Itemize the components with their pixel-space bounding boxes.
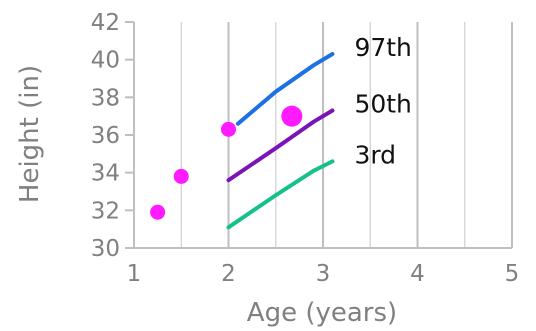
measurement-point <box>281 105 303 127</box>
y-tick-label: 40 <box>91 48 120 74</box>
percentile-line-3rd <box>226 159 335 230</box>
percentile-line-50th <box>226 108 335 183</box>
measurement-point <box>173 168 189 184</box>
x-axis-title: Age (years) <box>247 298 397 328</box>
percentile-lines <box>226 52 335 230</box>
series-labels: 97th 50th 3rd <box>354 33 411 169</box>
x-tick-label: 4 <box>410 261 425 287</box>
measurement-point <box>221 121 236 137</box>
series-label-50th: 50th <box>354 90 411 119</box>
x-tick-label: 5 <box>505 261 520 287</box>
y-tick-label: 32 <box>91 198 120 224</box>
data-points <box>150 105 303 220</box>
series-label-3rd: 3rd <box>354 140 396 169</box>
x-tick-label: 1 <box>127 261 142 287</box>
y-tick-label: 36 <box>91 123 120 149</box>
grid <box>133 22 513 248</box>
percentile-line-97th <box>235 52 335 126</box>
x-tick-label: 3 <box>316 261 331 287</box>
series-label-97th: 97th <box>354 33 411 62</box>
y-tick-label: 42 <box>91 10 120 36</box>
y-axis-title: Height (in) <box>15 65 45 203</box>
y-tick-label: 30 <box>91 236 120 262</box>
x-tick-label: 2 <box>221 261 236 287</box>
measurement-point <box>150 204 166 220</box>
y-tick-label: 38 <box>91 85 120 111</box>
y-tick-label: 34 <box>91 161 120 187</box>
